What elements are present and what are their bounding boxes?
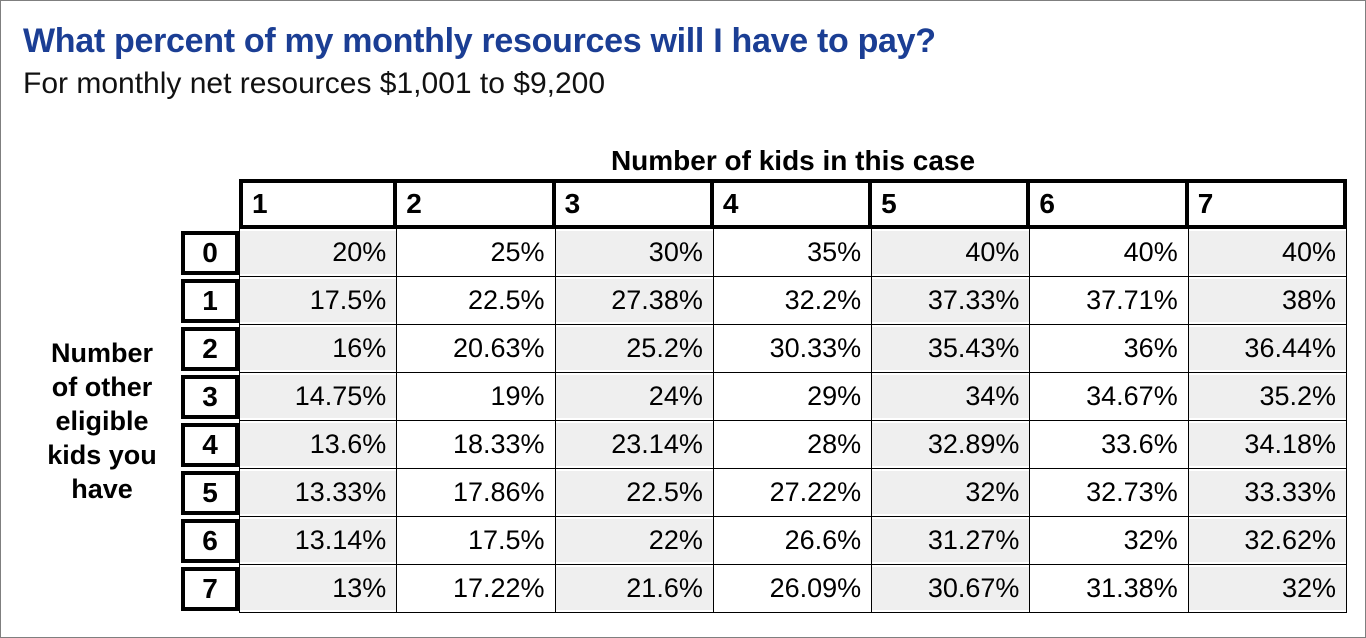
table-cell: 17.5% [397, 517, 556, 565]
table-cell: 27.38% [555, 277, 714, 325]
table-corner-spacer [181, 179, 239, 229]
table-cell: 26.6% [713, 517, 873, 565]
row-header-cell: 6 [181, 517, 239, 565]
table-cell: 19% [397, 373, 556, 421]
table-cell: 36% [1030, 325, 1189, 373]
table-cell: 33.33% [1188, 469, 1347, 517]
table-cell: 32.89% [872, 421, 1031, 469]
col-header: 6 [1030, 179, 1189, 229]
row-header-cell: 7 [181, 565, 239, 613]
table-cell: 30.33% [713, 325, 873, 373]
col-header: 2 [397, 179, 556, 229]
table-cell: 40% [1030, 229, 1189, 277]
percentage-table-area: Number of other eligible kids you have N… [23, 142, 1365, 613]
table-cell: 35% [713, 229, 873, 277]
table-cell: 20.63% [397, 325, 556, 373]
table-cell: 25.2% [555, 325, 714, 373]
row-header: 5 [181, 471, 239, 515]
table-cell: 31.38% [1030, 565, 1189, 613]
row-header: 0 [181, 231, 239, 275]
table-cell: 13% [239, 565, 398, 613]
table-cell: 35.2% [1188, 373, 1347, 421]
table-cell: 28% [713, 421, 873, 469]
row-header-cell: 4 [181, 421, 239, 469]
table-cell: 27.22% [713, 469, 873, 517]
table-cell: 34.18% [1188, 421, 1347, 469]
table-cell: 17.86% [397, 469, 556, 517]
table-cell: 38% [1188, 277, 1347, 325]
table-cell: 33.6% [1030, 421, 1189, 469]
table-cell: 32.62% [1188, 517, 1347, 565]
row-header-cell: 2 [181, 325, 239, 373]
table-cell: 26.09% [713, 565, 873, 613]
row-header: 7 [181, 567, 239, 611]
col-header: 7 [1188, 179, 1347, 229]
percentage-table: Number of kids in this case 1 2 3 4 5 6 7 0 20% 2… [181, 142, 1347, 613]
table-cell: 32% [1030, 517, 1189, 565]
row-axis-label-container: Number of other eligible kids you have [23, 142, 181, 613]
table-cell: 13.6% [239, 421, 398, 469]
table-cell: 34.67% [1030, 373, 1189, 421]
table-cell: 34% [872, 373, 1031, 421]
table-cell: 13.14% [239, 517, 398, 565]
table-cell: 30% [555, 229, 714, 277]
table-cell: 16% [239, 325, 398, 373]
table-cell: 30.67% [872, 565, 1031, 613]
table-cell: 18.33% [397, 421, 556, 469]
page-title: What percent of my monthly resources wil… [23, 22, 936, 60]
table-cell: 25% [397, 229, 556, 277]
col-header: 3 [555, 179, 714, 229]
col-header: 5 [872, 179, 1031, 229]
table-cell: 35.43% [872, 325, 1031, 373]
table-cell: 21.6% [555, 565, 714, 613]
col-header: 4 [713, 179, 873, 229]
table-cell: 17.22% [397, 565, 556, 613]
table-cell: 31.27% [872, 517, 1031, 565]
table-cell: 13.33% [239, 469, 398, 517]
row-header: 2 [181, 327, 239, 371]
table-cell: 17.5% [239, 277, 398, 325]
table-cell: 32% [1188, 565, 1347, 613]
table-cell: 37.33% [872, 277, 1031, 325]
row-header-cell: 5 [181, 469, 239, 517]
table-cell: 36.44% [1188, 325, 1347, 373]
table-cell: 20% [239, 229, 398, 277]
table-cell: 23.14% [555, 421, 714, 469]
table-cell: 32.73% [1030, 469, 1189, 517]
table-cell: 22% [555, 517, 714, 565]
table-cell: 37.71% [1030, 277, 1189, 325]
col-header: 1 [239, 179, 398, 229]
table-cell: 32% [872, 469, 1031, 517]
table-cell: 40% [1188, 229, 1347, 277]
row-header: 3 [181, 375, 239, 419]
table-cell: 32.2% [713, 277, 873, 325]
row-axis-label: Number of other eligible kids you have [47, 338, 157, 504]
row-header-cell: 1 [181, 277, 239, 325]
row-header: 1 [181, 279, 239, 323]
table-cell: 24% [555, 373, 714, 421]
table-cell: 29% [713, 373, 873, 421]
table-cell: 14.75% [239, 373, 398, 421]
row-header-cell: 0 [181, 229, 239, 277]
row-header-cell: 3 [181, 373, 239, 421]
row-header: 4 [181, 423, 239, 467]
table-cell: 40% [872, 229, 1031, 277]
page-header: What percent of my monthly resources wil… [1, 1, 1365, 103]
table-cell: 22.5% [555, 469, 714, 517]
page-subtitle: For monthly net resources $1,001 to $9,2… [23, 67, 606, 100]
table-cell: 22.5% [397, 277, 556, 325]
col-axis-label: Number of kids in this case [610, 144, 976, 176]
row-header: 6 [181, 519, 239, 563]
